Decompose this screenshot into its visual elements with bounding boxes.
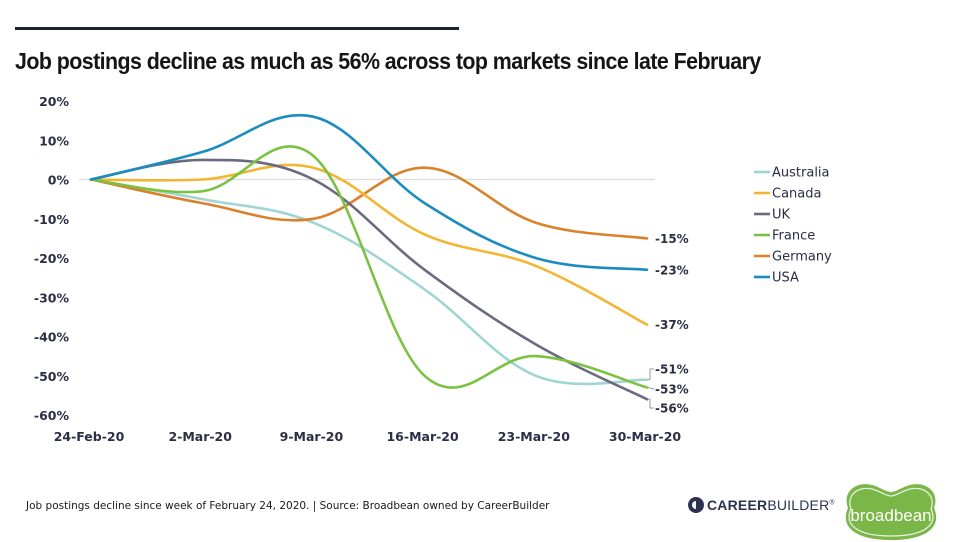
y-tick-label: -20% [34, 251, 70, 266]
y-axis: 20% 10% 0% -10% -20% -30% -40% -50% -60% [34, 94, 70, 423]
legend: Australia Canada UK France Germany USA [754, 166, 832, 286]
footer-source-note: Job postings decline since week of Febru… [26, 500, 550, 512]
careerbuilder-mark-icon [688, 497, 704, 513]
chart-title: Job postings decline as much as 56% acro… [15, 48, 761, 74]
legend-label-uk: UK [772, 208, 791, 223]
y-tick-label: -30% [34, 290, 70, 305]
y-tick-label: 20% [39, 94, 69, 109]
x-tick-label: 9-Mar-20 [280, 429, 344, 444]
broadbean-text: broadbean [850, 506, 931, 525]
end-label-australia: -51% [655, 363, 689, 377]
end-labels: -51% -37% -56% -53% -15% -23% [647, 232, 689, 416]
careerbuilder-logo: CAREERBUILDER® [688, 497, 835, 513]
legend-label-australia: Australia [772, 166, 830, 181]
y-tick-label: 0% [48, 173, 70, 188]
y-tick-label: -50% [34, 369, 70, 384]
leader-line-australia [648, 368, 654, 381]
careerbuilder-light-text: BUILDER [767, 497, 830, 513]
broadbean-logo: broadbean [845, 484, 937, 540]
end-label-usa: -23% [655, 263, 689, 277]
legend-label-canada: Canada [772, 187, 821, 202]
y-tick-label: 10% [39, 133, 69, 148]
line-chart: 20% 10% 0% -10% -20% -30% -40% -50% -60% 24-Feb-… [34, 94, 832, 444]
leader-line-france [647, 387, 655, 390]
x-tick-label: 16-Mar-20 [386, 429, 459, 444]
series-line-canada [89, 163, 649, 326]
end-label-uk: -56% [655, 402, 689, 416]
legend-label-germany: Germany [772, 250, 832, 265]
broadbean-bean-icon [845, 484, 937, 540]
legend-label-france: France [772, 229, 815, 244]
leader-line-uk [648, 398, 654, 409]
x-axis: 24-Feb-20 2-Mar-20 9-Mar-20 16-Mar-20 23-Mar… [54, 429, 682, 444]
end-label-canada: -37% [655, 318, 689, 332]
legend-label-usa: USA [772, 271, 799, 286]
y-tick-label: -10% [34, 212, 70, 227]
end-label-france: -53% [655, 383, 689, 397]
y-tick-label: -40% [34, 330, 70, 345]
series-group [89, 113, 649, 401]
x-tick-label: 24-Feb-20 [54, 429, 125, 444]
careerbuilder-bold-text: CAREER [707, 497, 768, 513]
x-tick-label: 30-Mar-20 [609, 429, 682, 444]
series-line-germany [89, 166, 649, 240]
x-tick-label: 2-Mar-20 [168, 429, 232, 444]
series-line-uk [89, 158, 649, 401]
registered-mark: ® [829, 499, 835, 507]
end-label-germany: -15% [655, 232, 689, 246]
series-line-france [89, 145, 649, 389]
series-line-australia [89, 178, 649, 386]
top-rule [15, 27, 459, 30]
y-tick-label: -60% [34, 408, 70, 423]
broadbean-inner-outline [848, 487, 934, 537]
series-line-usa [89, 113, 649, 272]
x-tick-label: 23-Mar-20 [498, 429, 571, 444]
